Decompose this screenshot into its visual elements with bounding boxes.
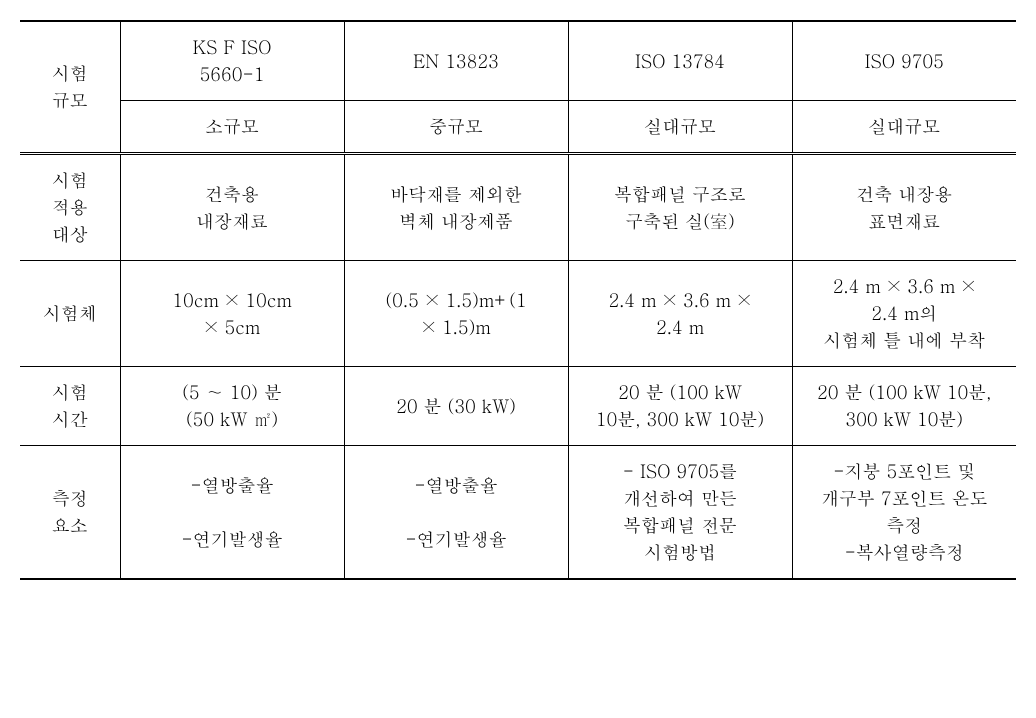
cell-standard-c1: KS F ISO 5660-1 — [120, 21, 344, 101]
standards-comparison-table: 시험 규모 KS F ISO 5660-1 EN 13823 ISO 13784… — [20, 20, 1016, 580]
cell-standard-c4: ISO 9705 — [792, 21, 1016, 101]
cell-scale-c1: 소규모 — [120, 101, 344, 154]
row-header-duration: 시험 시간 — [20, 367, 120, 446]
table-row: 시험체 10cm × 10cm × 5cm (0.5 × 1.5)m+(1 × … — [20, 261, 1016, 367]
cell-measure-c1: -열방출율 -연기발생율 — [120, 446, 344, 580]
table-row: 시험 시간 (5 ∼ 10) 분 (50 kW ㎡) 20 분 (30 kW) … — [20, 367, 1016, 446]
cell-specimen-c1: 10cm × 10cm × 5cm — [120, 261, 344, 367]
cell-target-c4: 건축 내장용 표면재료 — [792, 154, 1016, 261]
table-row: 측정 요소 -열방출율 -연기발생율 -열방출율 -연기발생율 - ISO 97… — [20, 446, 1016, 580]
cell-standard-c3: ISO 13784 — [568, 21, 792, 101]
cell-measure-c4: -지붕 5포인트 및 개구부 7포인트 온도 측정 -복사열량측정 — [792, 446, 1016, 580]
row-header-specimen: 시험체 — [20, 261, 120, 367]
row-header-target: 시험 적용 대상 — [20, 154, 120, 261]
row-header-measure: 측정 요소 — [20, 446, 120, 580]
cell-measure-c2: -열방출율 -연기발생율 — [344, 446, 568, 580]
cell-target-c2: 바닥재를 제외한 벽체 내장제품 — [344, 154, 568, 261]
cell-standard-c2: EN 13823 — [344, 21, 568, 101]
cell-scale-c4: 실대규모 — [792, 101, 1016, 154]
cell-target-c3: 복합패널 구조로 구축된 실(室) — [568, 154, 792, 261]
cell-measure-c3: - ISO 9705를 개선하여 만든 복합패널 전문 시험방법 — [568, 446, 792, 580]
cell-duration-c3: 20 분 (100 kW 10분, 300 kW 10분) — [568, 367, 792, 446]
table-row: 시험 적용 대상 건축용 내장재료 바닥재를 제외한 벽체 내장제품 복합패널 … — [20, 154, 1016, 261]
cell-specimen-c4: 2.4 m × 3.6 m × 2.4 m의 시험체 틀 내에 부착 — [792, 261, 1016, 367]
cell-target-c1: 건축용 내장재료 — [120, 154, 344, 261]
table-row: 소규모 중규모 실대규모 실대규모 — [20, 101, 1016, 154]
cell-specimen-c3: 2.4 m × 3.6 m × 2.4 m — [568, 261, 792, 367]
row-header-scale: 시험 규모 — [20, 21, 120, 154]
table-row: 시험 규모 KS F ISO 5660-1 EN 13823 ISO 13784… — [20, 21, 1016, 101]
cell-specimen-c2: (0.5 × 1.5)m+(1 × 1.5)m — [344, 261, 568, 367]
cell-scale-c3: 실대규모 — [568, 101, 792, 154]
cell-scale-c2: 중규모 — [344, 101, 568, 154]
cell-duration-c2: 20 분 (30 kW) — [344, 367, 568, 446]
cell-duration-c1: (5 ∼ 10) 분 (50 kW ㎡) — [120, 367, 344, 446]
cell-duration-c4: 20 분 (100 kW 10분, 300 kW 10분) — [792, 367, 1016, 446]
